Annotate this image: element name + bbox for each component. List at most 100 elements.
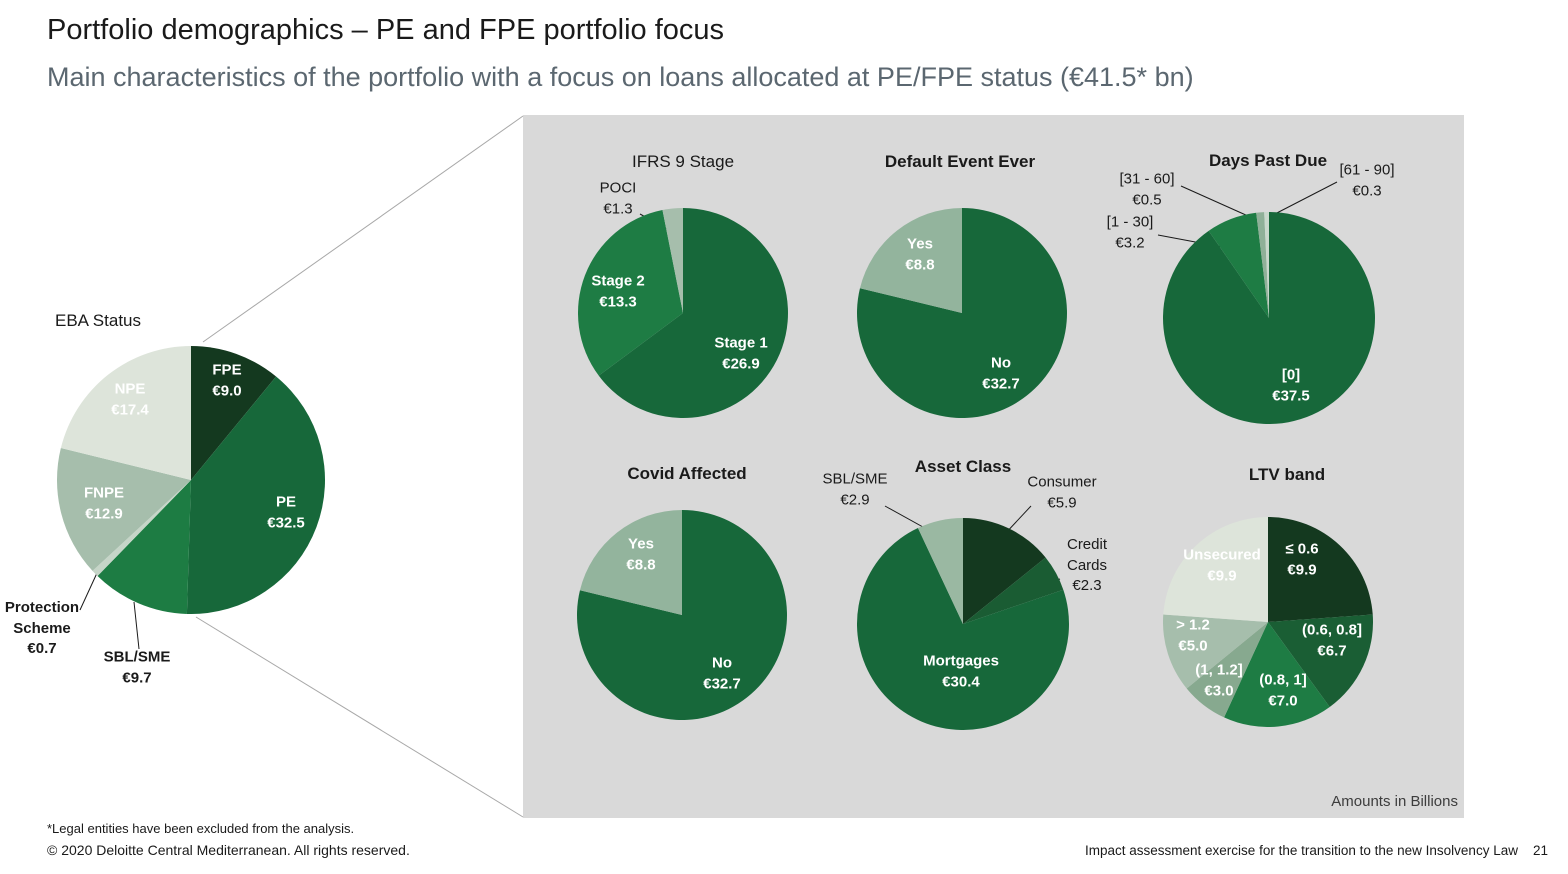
slice-value: €32.7: [982, 375, 1020, 392]
slice-name: Yes: [628, 535, 654, 553]
slice-name: Mortgages: [923, 652, 999, 670]
slice-value: €32.5: [267, 514, 305, 531]
slice-value: €2.3: [1072, 577, 1102, 595]
footer-right: Impact assessment exercise for the trans…: [1085, 843, 1548, 858]
pie-days-past-due: [1163, 212, 1375, 424]
slice-label-fnpe: FNPE €12.9: [84, 483, 124, 524]
footer-right-text: Impact assessment exercise for the trans…: [1085, 843, 1518, 858]
page-subtitle: Main characteristics of the portfolio wi…: [47, 62, 1194, 92]
slice-label-fpe: FPE €9.0: [212, 360, 241, 401]
slice-value: €17.4: [111, 401, 149, 418]
chart-title-default-event: Default Event Ever: [884, 152, 1036, 171]
slice-name: > 1.2: [1176, 616, 1210, 634]
page-number: 21: [1532, 843, 1548, 858]
slice-name: No: [990, 354, 1011, 372]
slice-label-npe: NPE €17.4: [111, 379, 149, 420]
slice-name: SBL/SME: [822, 470, 888, 488]
slice-label-stage1: Stage 1 €26.9: [714, 333, 767, 374]
slice-name: PE: [275, 493, 297, 511]
slice-value: €5.9: [1047, 494, 1077, 511]
slice-label-dpd-0: [0] €37.5: [1272, 365, 1310, 406]
chart-title-days-past-due: Days Past Due: [1208, 151, 1328, 170]
chart-title-asset-class: Asset Class: [914, 457, 1012, 476]
chart-title-eba-status: EBA Status: [55, 311, 141, 330]
slice-name: (1, 1.2]: [1195, 661, 1243, 679]
slice-name: Unsecured: [1183, 546, 1261, 564]
slice-name: (0.6, 0.8]: [1301, 621, 1363, 639]
chart-title-ltv-band: LTV band: [1248, 465, 1326, 484]
pie-covid-affected: [577, 510, 787, 720]
slice-value: €8.8: [905, 256, 935, 273]
page-title: Portfolio demographics – PE and FPE port…: [47, 14, 725, 46]
slice-name: [61 - 90]: [1339, 161, 1395, 179]
slice-label-default-no: No €32.7: [982, 353, 1020, 394]
slice-label-poci: POCI €1.3: [600, 178, 637, 219]
slice-value: €13.3: [599, 293, 637, 310]
chart-title-ifrs9: IFRS 9 Stage: [631, 152, 735, 171]
slice-value: €1.3: [603, 200, 633, 217]
slice-label-ltv-gt12: > 1.2 €5.0: [1176, 615, 1210, 656]
slice-label-covid-no: No €32.7: [703, 653, 741, 694]
slice-value: €0.5: [1132, 191, 1162, 208]
slice-value: €0.7: [27, 640, 57, 658]
slice-label-dpd-61-90: [61 - 90] €0.3: [1339, 160, 1394, 201]
pie-default-event: [857, 208, 1067, 418]
slice-label-covid-yes: Yes €8.8: [626, 534, 655, 575]
slice-value: €7.0: [1268, 692, 1298, 709]
slice-value: €9.9: [1287, 561, 1317, 578]
slice-label-consumer: Consumer €5.9: [1027, 472, 1096, 513]
slice-value: €5.0: [1178, 637, 1208, 654]
slice-name: Stage 1: [714, 334, 768, 352]
chart-title-covid: Covid Affected: [627, 464, 747, 483]
pie-ifrs9-stage: [578, 208, 788, 418]
slice-name: Protection Scheme: [4, 598, 80, 637]
slice-value: €0.3: [1352, 182, 1382, 199]
slice-name: No: [711, 654, 732, 672]
slice-label-default-yes: Yes €8.8: [905, 234, 934, 275]
slice-name: Consumer: [1027, 473, 1097, 491]
slice-label-sbl-sme-asset: SBL/SME €2.9: [822, 469, 887, 510]
slice-label-ltv-06-08: (0.6, 0.8] €6.7: [1302, 620, 1362, 661]
pie-eba-status: [57, 346, 325, 614]
slice-label-ltv-unsecured: Unsecured €9.9: [1183, 545, 1261, 586]
slice-name: Yes: [907, 235, 933, 253]
slice-name: NPE: [114, 380, 146, 398]
slice-value: €8.8: [626, 556, 656, 573]
slice-name: (0.8, 1]: [1259, 671, 1307, 689]
slice-value: €9.9: [1207, 567, 1237, 584]
pie-ltv-band: [1163, 517, 1373, 727]
slice-value: €26.9: [722, 355, 760, 372]
slice-label-sbl-sme-eba: SBL/SME €9.7: [104, 647, 171, 688]
slice-name: Credit Cards: [1066, 535, 1107, 574]
slice-label-dpd-1-30: [1 - 30] €3.2: [1107, 212, 1154, 253]
slice-name: [0]: [1281, 366, 1301, 384]
slice-label-credit-cards: Credit Cards €2.3: [1058, 535, 1116, 597]
slice-name: [1 - 30]: [1106, 213, 1154, 231]
pie-asset-class: [857, 518, 1069, 730]
slice-name: POCI: [599, 179, 637, 197]
slice-name: FNPE: [83, 484, 125, 502]
slice-value: €32.7: [703, 675, 741, 692]
slice-value: €30.4: [942, 673, 980, 690]
slice-label-ltv-08-1: (0.8, 1] €7.0: [1259, 670, 1307, 711]
copyright: © 2020 Deloitte Central Mediterranean. A…: [47, 842, 410, 858]
slice-label-pe: PE €32.5: [267, 492, 305, 533]
slice-value: €6.7: [1317, 642, 1347, 659]
slice-value: €3.2: [1115, 234, 1145, 251]
slice-value: €37.5: [1272, 387, 1310, 404]
slice-value: €9.0: [212, 382, 242, 399]
slice-value: €3.0: [1204, 682, 1234, 699]
slice-label-stage2: Stage 2 €13.3: [591, 271, 644, 312]
slice-label-protection-scheme: Protection Scheme €0.7: [0, 598, 85, 660]
footnote: *Legal entities have been excluded from …: [47, 821, 355, 836]
slice-name: FPE: [212, 361, 242, 379]
slice-value: €12.9: [85, 505, 123, 522]
slice-label-ltv-1-12: (1, 1.2] €3.0: [1195, 660, 1243, 701]
slice-name: ≤ 0.6: [1285, 540, 1319, 558]
slice-name: [31 - 60]: [1119, 170, 1175, 188]
slice-label-ltv-le06: ≤ 0.6 €9.9: [1285, 539, 1318, 580]
amounts-note: Amounts in Billions: [1331, 793, 1458, 810]
slice-name: SBL/SME: [103, 648, 171, 666]
slice-label-dpd-31-60: [31 - 60] €0.5: [1119, 169, 1174, 210]
